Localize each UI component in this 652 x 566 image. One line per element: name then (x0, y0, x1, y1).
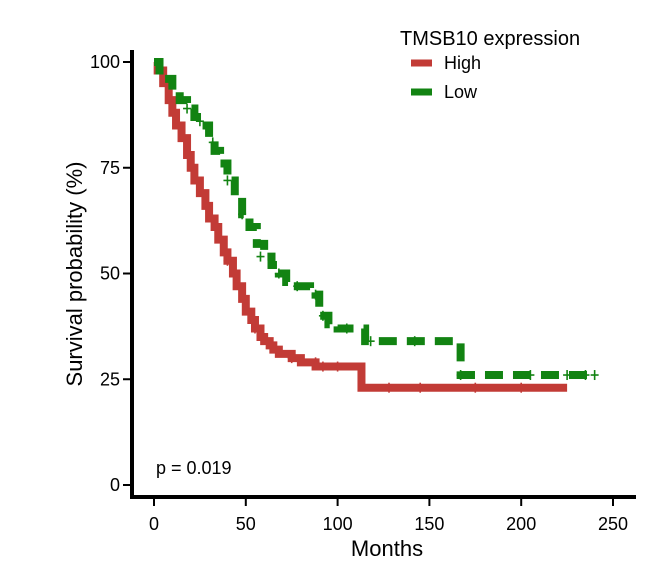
x-tick-label: 50 (236, 514, 256, 534)
censor-mark-low (208, 137, 217, 148)
legend: TMSB10 expression High Low (400, 28, 580, 102)
censor-mark-high (333, 361, 342, 372)
censor-mark-high (416, 382, 425, 393)
y-tick-label: 0 (110, 475, 120, 495)
censor-mark-low (526, 370, 535, 381)
censor-mark-high (287, 353, 296, 364)
censor-mark-low (195, 116, 204, 127)
censor-mark-low (410, 336, 419, 347)
censor-mark-low (274, 268, 283, 279)
censor-mark-low (563, 370, 572, 381)
censor-mark-low (223, 175, 232, 186)
series-line-high (153, 58, 568, 392)
x-tick-label: 0 (149, 514, 159, 534)
censor-mark-low (183, 103, 192, 114)
censor-mark-low (581, 370, 590, 381)
legend-label-low: Low (444, 82, 478, 102)
series-layer (153, 58, 599, 393)
y-tick-label: 25 (100, 369, 120, 389)
y-tick-label: 50 (100, 264, 120, 284)
censor-mark-low (293, 281, 302, 292)
x-tick-label: 150 (414, 514, 444, 534)
p-value-annotation: p = 0.019 (156, 458, 232, 478)
censor-mark-low (366, 336, 375, 347)
y-axis-title: Survival probability (%) (62, 162, 87, 387)
x-tick-label: 200 (506, 514, 536, 534)
censor-mark-high (318, 361, 327, 372)
x-tick-label: 100 (323, 514, 353, 534)
x-axis-title: Months (351, 536, 423, 561)
censor-mark-low (238, 209, 247, 220)
censor-mark-high (385, 382, 394, 393)
x-tick-label: 250 (598, 514, 628, 534)
series-line-low (154, 58, 595, 380)
censor-mark-low (590, 370, 599, 381)
censor-mark-low (456, 370, 465, 381)
censor-mark-high (517, 382, 526, 393)
axes (130, 50, 636, 499)
censor-mark-low (342, 323, 351, 334)
censor-mark-high (311, 357, 320, 368)
censor-mark-low (318, 310, 327, 321)
censor-mark-high (471, 382, 480, 393)
legend-title: TMSB10 expression (400, 28, 580, 50)
y-tick-label: 75 (100, 158, 120, 178)
censor-mark-high (250, 323, 259, 334)
censor-mark-low (311, 289, 320, 300)
censor-mark-high (223, 255, 232, 266)
censor-mark-low (256, 251, 265, 262)
legend-label-high: High (444, 53, 481, 73)
y-tick-label: 100 (90, 52, 120, 72)
